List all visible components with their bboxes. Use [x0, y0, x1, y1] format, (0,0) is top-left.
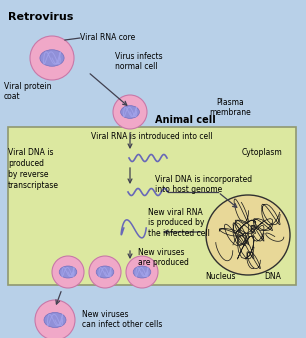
- Text: Nucleus: Nucleus: [205, 272, 236, 281]
- Text: Retrovirus: Retrovirus: [8, 12, 73, 22]
- Circle shape: [52, 256, 84, 288]
- Text: Viral DNA is incorporated
into host genome: Viral DNA is incorporated into host geno…: [155, 175, 252, 194]
- Text: Viral protein
coat: Viral protein coat: [4, 82, 51, 101]
- Ellipse shape: [96, 266, 114, 278]
- Text: Animal cell: Animal cell: [155, 115, 216, 125]
- Ellipse shape: [121, 105, 139, 118]
- Text: New viruses
can infect other cells: New viruses can infect other cells: [82, 310, 162, 330]
- Ellipse shape: [44, 313, 66, 328]
- Text: New viral RNA
is produced by
the infected cell: New viral RNA is produced by the infecte…: [148, 208, 210, 238]
- Text: New viruses
are produced: New viruses are produced: [138, 248, 189, 267]
- Text: Cytoplasm: Cytoplasm: [241, 148, 282, 157]
- Text: Viral DNA is
produced
by reverse
transcriptase: Viral DNA is produced by reverse transcr…: [8, 148, 59, 190]
- Ellipse shape: [133, 266, 151, 278]
- Circle shape: [126, 256, 158, 288]
- Text: Plasma
membrane: Plasma membrane: [209, 98, 251, 117]
- Circle shape: [89, 256, 121, 288]
- Ellipse shape: [59, 266, 77, 278]
- Text: Viral RNA core: Viral RNA core: [80, 33, 135, 43]
- Circle shape: [30, 36, 74, 80]
- Text: Viral RNA is introduced into cell: Viral RNA is introduced into cell: [91, 132, 213, 141]
- Ellipse shape: [206, 195, 290, 275]
- FancyBboxPatch shape: [8, 127, 296, 285]
- Circle shape: [35, 300, 75, 338]
- Ellipse shape: [40, 50, 64, 66]
- Text: DNA: DNA: [264, 272, 281, 281]
- Circle shape: [113, 95, 147, 129]
- Text: Virus infects
normal cell: Virus infects normal cell: [115, 52, 162, 71]
